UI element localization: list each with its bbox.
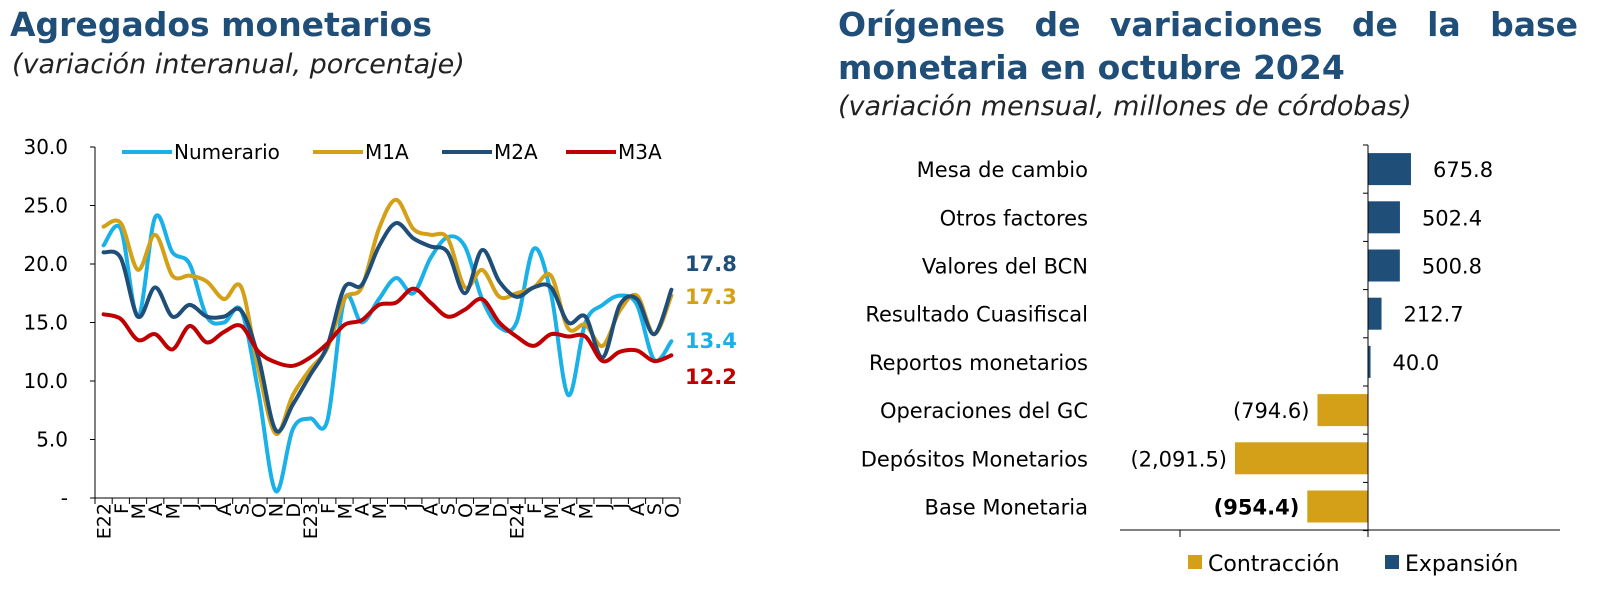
- x-tick-label: S: [644, 503, 666, 515]
- end-label-m3a: 12.2: [685, 365, 737, 389]
- x-tick-label: M: [369, 503, 391, 519]
- end-label-numerario: 13.4: [685, 329, 737, 353]
- y-tick-label: 10.0: [23, 369, 68, 393]
- bar-4: [1368, 297, 1382, 330]
- series-line-numerario: [101, 213, 674, 494]
- category-label: Valores del BCN: [922, 255, 1088, 279]
- x-tick-label: S: [438, 503, 460, 515]
- x-tick-label: F: [111, 503, 133, 514]
- y-tick-label: 25.0: [23, 194, 68, 218]
- x-tick-label: M: [334, 503, 356, 519]
- data-label: (2,091.5): [1130, 447, 1227, 471]
- category-label: Operaciones del GC: [880, 399, 1088, 423]
- legend-label-m3a: M3A: [618, 140, 662, 164]
- legend-label-expansion: Expansión: [1405, 552, 1518, 577]
- x-tick-label: A: [352, 503, 374, 516]
- x-tick-label: O: [661, 503, 683, 518]
- left-chart-subtitle: (variación interanual, porcentaje): [12, 49, 465, 80]
- x-tick-label: F: [524, 503, 546, 514]
- bar-1: [1368, 153, 1411, 186]
- end-label-m1a: 17.3: [685, 285, 737, 309]
- x-tick-label: F: [317, 503, 339, 514]
- legend-label-m1a: M1A: [365, 140, 409, 164]
- x-tick-label: N: [472, 503, 494, 517]
- bar-3: [1368, 249, 1400, 282]
- x-tick-label: A: [421, 503, 443, 516]
- bar-8: [1307, 490, 1368, 523]
- bar-2: [1368, 201, 1400, 234]
- bar-7: [1235, 442, 1368, 475]
- series-line-m2a: [101, 221, 674, 434]
- right-chart-subtitle: (variación mensual, millones de córdobas…: [838, 91, 1412, 122]
- y-tick-label: 20.0: [23, 252, 68, 276]
- x-tick-label: A: [214, 503, 236, 516]
- right-chart-title-line1: Orígenes de variaciones de la base: [838, 5, 1578, 44]
- x-tick-label: N: [266, 503, 288, 517]
- category-label: Depósitos Monetarios: [861, 447, 1088, 471]
- category-label: Mesa de cambio: [917, 158, 1088, 182]
- bar-5: [1368, 345, 1371, 378]
- right-chart-title-line2: monetaria en octubre 2024: [838, 48, 1345, 87]
- data-label: (954.4): [1214, 496, 1300, 520]
- category-label: Otros factores: [940, 206, 1088, 230]
- data-label: 40.0: [1393, 351, 1440, 375]
- x-tick-label: O: [455, 503, 477, 518]
- y-tick-label: -: [61, 486, 68, 510]
- x-tick-label: J: [386, 503, 408, 510]
- data-label: 502.4: [1422, 206, 1482, 230]
- category-label: Base Monetaria: [925, 496, 1088, 520]
- line-chart: -5.010.015.020.025.030.0E22FMAMJJASONDE2…: [23, 135, 737, 539]
- y-tick-label: 15.0: [23, 311, 68, 335]
- data-label: 675.8: [1433, 158, 1493, 182]
- x-tick-label: J: [403, 503, 425, 510]
- category-label: Resultado Cuasifiscal: [865, 303, 1088, 327]
- x-tick-label: M: [128, 503, 150, 519]
- x-tick-label: O: [248, 503, 270, 518]
- x-tick-label: J: [610, 503, 632, 510]
- x-tick-label: J: [180, 503, 202, 510]
- x-tick-label: J: [593, 503, 615, 510]
- series-line-m3a: [101, 286, 674, 368]
- x-tick-label: D: [283, 503, 305, 518]
- legend-label-numerario: Numerario: [174, 140, 280, 164]
- x-tick-label: A: [145, 503, 167, 516]
- end-label-m2a: 17.8: [685, 252, 737, 276]
- x-tick-label: D: [489, 503, 511, 518]
- y-tick-label: 30.0: [23, 135, 68, 159]
- series-line-m1a: [101, 197, 674, 436]
- left-chart-title: Agregados monetarios: [10, 5, 433, 44]
- legend-swatch-contraccion: [1188, 555, 1202, 569]
- x-tick-label: E22: [94, 503, 116, 539]
- data-label: 500.8: [1422, 255, 1482, 279]
- legend-label-m2a: M2A: [494, 140, 538, 164]
- y-tick-label: 5.0: [36, 428, 68, 452]
- x-tick-label: A: [627, 503, 649, 516]
- bar-6: [1317, 394, 1368, 427]
- x-tick-label: A: [558, 503, 580, 516]
- legend-label-contraccion: Contracción: [1208, 552, 1340, 577]
- x-tick-label: E23: [300, 503, 322, 539]
- x-tick-label: J: [197, 503, 219, 510]
- data-label: 212.7: [1404, 303, 1464, 327]
- x-tick-label: S: [231, 503, 253, 515]
- x-tick-label: M: [575, 503, 597, 519]
- legend-swatch-expansion: [1385, 555, 1399, 569]
- x-tick-label: E24: [507, 503, 529, 539]
- x-tick-label: M: [541, 503, 563, 519]
- category-label: Reportos monetarios: [869, 351, 1088, 375]
- data-label: (794.6): [1233, 399, 1310, 423]
- x-tick-label: M: [162, 503, 184, 519]
